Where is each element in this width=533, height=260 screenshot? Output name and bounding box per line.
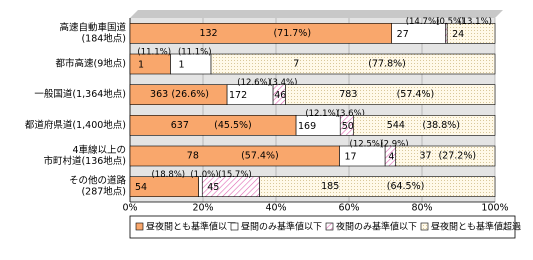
y-tick-label: 一般国道(1,364地点)	[34, 88, 126, 100]
legend-swatch	[325, 222, 334, 231]
count-label: 1	[138, 60, 144, 71]
count-label: 78	[187, 151, 199, 162]
legend-swatch	[420, 222, 429, 231]
count-label: 4	[388, 152, 394, 163]
count-label: 17	[344, 152, 356, 163]
value-label: (1.0%)	[190, 170, 218, 180]
y-tick-label: (287地点)	[81, 186, 126, 198]
count-label: 37	[419, 151, 431, 162]
bar-segment	[395, 145, 496, 167]
x-tick-label: 80%	[411, 203, 432, 214]
legend-label: 昼夜間とも基準値超過	[431, 221, 521, 233]
value-label: (11.1%)	[178, 48, 212, 58]
count-label: 172	[229, 90, 247, 101]
value-label: (3.6%)	[337, 109, 365, 119]
legend-swatch	[230, 222, 239, 231]
bar-segment	[129, 145, 340, 167]
count-label: 169	[298, 121, 316, 132]
value-label: (3.4%)	[269, 78, 297, 88]
value-label: (14.7%)	[406, 17, 440, 27]
bar-segment	[129, 115, 297, 136]
value-label: (27.2%)	[438, 151, 476, 162]
y-tick-label: 市町村道(136地点)	[43, 155, 126, 167]
legend-label: 夜間のみ基準値以下	[336, 221, 417, 233]
value-label: (57.4%)	[397, 89, 435, 100]
bar-segment	[446, 23, 496, 44]
value-label: (12.5%)	[350, 140, 384, 150]
value-label: (45.5%)	[214, 120, 252, 131]
x-tick-label: 40%	[265, 203, 286, 214]
value-label: (26.6%)	[171, 89, 209, 100]
bar-segment	[129, 23, 393, 44]
y-tick-label: その他の道路	[69, 175, 127, 187]
bar-segment	[259, 176, 496, 197]
y-tick-label: 都道府県道(1,400地点)	[25, 119, 126, 131]
value-label: (11.1%)	[137, 48, 171, 58]
y-tick-label: (184地点)	[81, 32, 126, 44]
value-label: (38.8%)	[422, 120, 460, 131]
bar-segment	[353, 115, 496, 136]
value-label: (13.1%)	[458, 17, 492, 27]
count-label: 54	[135, 182, 147, 193]
value-label: (18.8%)	[151, 170, 185, 180]
value-label: (0.5%)	[436, 17, 464, 27]
legend-label: 昼間のみ基準値以下	[241, 221, 322, 233]
y-tick-label: 高速自動車国道	[59, 21, 126, 33]
legend-label: 昼夜間とも基準値以下	[146, 221, 236, 233]
x-tick-label: 20%	[192, 203, 213, 214]
value-label: (2.9%)	[380, 140, 408, 150]
count-label: 132	[199, 28, 217, 39]
x-tick-label: 0%	[122, 203, 137, 214]
count-label: 363	[150, 89, 168, 100]
bar-segment	[210, 53, 496, 75]
value-label: (64.5%)	[387, 181, 425, 192]
x-tick-label: 100%	[481, 203, 508, 214]
count-label: 544	[387, 120, 405, 131]
count-label: 50	[342, 121, 354, 132]
y-tick-label: 4車線以上の	[72, 144, 126, 156]
value-label: (15.7%)	[218, 170, 252, 180]
value-label: (77.8%)	[368, 59, 406, 70]
count-label: 1	[178, 60, 184, 71]
y-tick-label: 都市高速(9地点)	[56, 58, 126, 70]
count-label: 45	[207, 182, 219, 193]
legend-swatch	[135, 222, 144, 231]
bar-segment	[285, 84, 496, 105]
value-label: (12.1%)	[305, 109, 339, 119]
count-label: 46	[274, 90, 286, 101]
count-label: 637	[171, 120, 189, 131]
count-label: 185	[321, 181, 339, 192]
count-label: 27	[397, 29, 409, 40]
plot-area	[130, 18, 495, 202]
x-tick-label: 60%	[338, 203, 359, 214]
value-label: (12.6%)	[237, 78, 271, 88]
count-label: 783	[339, 89, 357, 100]
count-label: 7	[293, 59, 299, 70]
legend	[129, 215, 516, 239]
count-label: 24	[452, 29, 464, 40]
plot-wall	[130, 10, 503, 18]
value-label: (71.7%)	[273, 28, 311, 39]
value-label: (57.4%)	[241, 151, 279, 162]
